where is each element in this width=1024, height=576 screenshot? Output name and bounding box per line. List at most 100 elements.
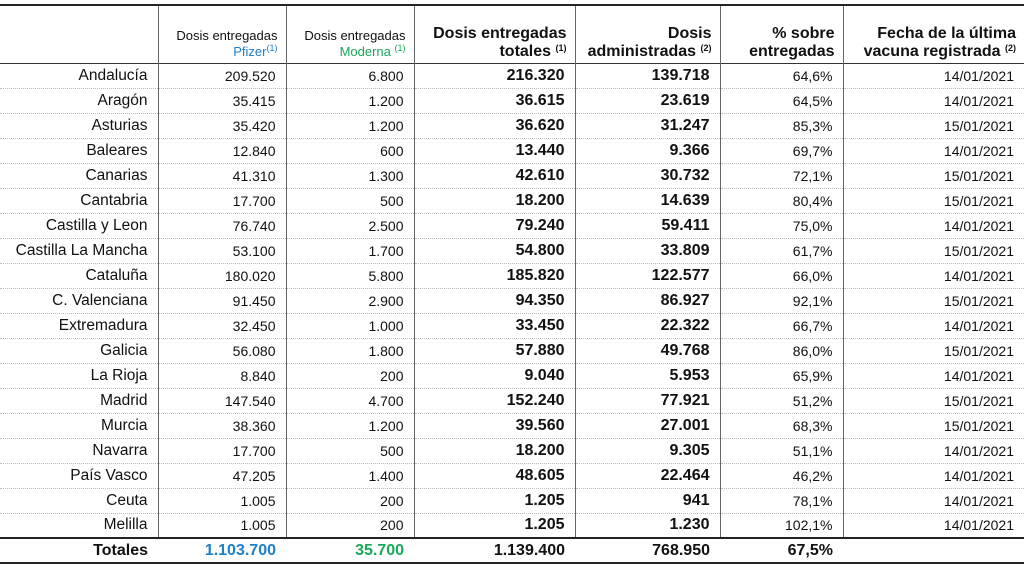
cell-pfizer: 147.540 [157, 388, 286, 414]
cell-moderna: 5.800 [285, 263, 414, 289]
cell-moderna: 1.700 [285, 238, 414, 264]
cell-administradas: 9.305 [574, 438, 720, 464]
table-row: Andalucía 209.520 6.800 216.320 139.718 64,6%… [0, 62, 1024, 89]
cell-moderna: 1.200 [285, 113, 414, 139]
cell-fecha: 14/01/2021 [842, 213, 1024, 239]
cell-porcentaje: 61,7% [719, 238, 843, 264]
cell-moderna: 1.400 [285, 463, 414, 489]
cell-fecha: 14/01/2021 [842, 88, 1024, 114]
table-row: Extremadura 32.450 1.000 33.450 22.322 66,7% 1… [0, 313, 1024, 339]
table-row: Asturias 35.420 1.200 36.620 31.247 85,3% 15/0… [0, 113, 1024, 139]
cell-totales: 94.350 [413, 288, 575, 314]
totals-fecha [843, 537, 1024, 564]
cell-pfizer: 32.450 [157, 313, 286, 339]
table-row: Navarra 17.700 500 18.200 9.305 51,1% 14/01/20… [0, 438, 1024, 464]
header-fecha: Fecha de la última vacuna registrada (2) [842, 4, 1024, 63]
cell-region: Castilla y Leon [0, 213, 158, 239]
cell-porcentaje: 86,0% [719, 338, 843, 364]
totals-moderna: 35.700 [286, 537, 414, 564]
totals-pfizer: 1.103.700 [158, 537, 286, 564]
cell-fecha: 15/01/2021 [842, 188, 1024, 214]
table-row: Aragón 35.415 1.200 36.615 23.619 64,5% 14/01/… [0, 88, 1024, 114]
footnote-2: (2) [1005, 42, 1016, 53]
cell-pfizer: 35.420 [157, 113, 286, 139]
cell-fecha: 14/01/2021 [842, 463, 1024, 489]
cell-region: Andalucía [0, 62, 158, 89]
table-row: Cataluña 180.020 5.800 185.820 122.577 66,0% 1… [0, 263, 1024, 289]
cell-porcentaje: 92,1% [719, 288, 843, 314]
table-row: Castilla La Mancha 53.100 1.700 54.800 33.80… [0, 238, 1024, 264]
cell-region: Galicia [0, 338, 158, 364]
cell-totales: 36.615 [413, 88, 575, 114]
cell-totales: 33.450 [413, 313, 575, 339]
cell-fecha: 14/01/2021 [842, 513, 1024, 538]
cell-moderna: 1.200 [285, 88, 414, 114]
cell-porcentaje: 65,9% [719, 363, 843, 389]
table-row: Galicia 56.080 1.800 57.880 49.768 86,0% 15/01… [0, 338, 1024, 364]
table-row: Canarias 41.310 1.300 42.610 30.732 72,1% 15/0… [0, 163, 1024, 189]
cell-region: Cantabria [0, 188, 158, 214]
cell-administradas: 77.921 [574, 388, 720, 414]
cell-administradas: 122.577 [574, 263, 720, 289]
cell-moderna: 1.200 [285, 413, 414, 439]
cell-region: Aragón [0, 88, 158, 114]
cell-administradas: 139.718 [574, 62, 720, 89]
cell-administradas: 9.366 [574, 138, 720, 164]
cell-administradas: 31.247 [574, 113, 720, 139]
cell-porcentaje: 66,0% [719, 263, 843, 289]
cell-pfizer: 41.310 [157, 163, 286, 189]
table-row: País Vasco 47.205 1.400 48.605 22.464 46,2% 14… [0, 463, 1024, 489]
cell-administradas: 86.927 [574, 288, 720, 314]
cell-totales: 1.205 [413, 488, 575, 514]
cell-region: Extremadura [0, 313, 158, 339]
cell-porcentaje: 102,1% [719, 513, 843, 538]
cell-pfizer: 35.415 [157, 88, 286, 114]
cell-administradas: 22.322 [574, 313, 720, 339]
cell-totales: 152.240 [413, 388, 575, 414]
table-row: Madrid 147.540 4.700 152.240 77.921 51,2% 15/0… [0, 388, 1024, 414]
cell-moderna: 1.800 [285, 338, 414, 364]
cell-pfizer: 17.700 [157, 188, 286, 214]
footnote-1: (1) [266, 42, 278, 53]
cell-porcentaje: 66,7% [719, 313, 843, 339]
table-row: Murcia 38.360 1.200 39.560 27.001 68,3% 15/01/… [0, 413, 1024, 439]
cell-region: C. Valenciana [0, 288, 158, 314]
cell-totales: 185.820 [413, 263, 575, 289]
cell-region: Madrid [0, 388, 158, 414]
cell-moderna: 6.800 [285, 62, 414, 89]
cell-porcentaje: 85,3% [719, 113, 843, 139]
cell-region: Melilla [103, 516, 148, 534]
cell-porcentaje: 46,2% [719, 463, 843, 489]
cell-porcentaje: 78,1% [719, 488, 843, 514]
cell-porcentaje: 51,1% [719, 438, 843, 464]
cell-porcentaje: 72,1% [719, 163, 843, 189]
cell-pfizer: 38.360 [157, 413, 286, 439]
cell-region: La Rioja [0, 363, 158, 389]
cell-porcentaje: 64,6% [719, 62, 843, 89]
cell-totales: 48.605 [413, 463, 575, 489]
cell-pfizer: 180.020 [157, 263, 286, 289]
cell-totales: 79.240 [413, 213, 575, 239]
cell-pfizer: 1.005 [157, 488, 286, 514]
totals-row: Totales 1.103.700 35.700 1.139.400 768.9… [0, 537, 1024, 564]
cell-moderna: 1.300 [285, 163, 414, 189]
footnote-2: (2) [700, 42, 712, 53]
cell-region: Murcia [0, 413, 158, 439]
cell-administradas: 49.768 [574, 338, 720, 364]
cell-moderna: 600 [285, 138, 414, 164]
cell-region: Ceuta [0, 488, 158, 514]
totals-porcentaje: 67,5% [720, 537, 843, 564]
cell-pfizer: 1.005 [157, 513, 286, 538]
cell-administradas: 1.230 [574, 513, 720, 538]
cell-pfizer: 56.080 [157, 338, 286, 364]
cell-fecha: 14/01/2021 [842, 62, 1024, 89]
cell-moderna: 200 [285, 513, 414, 538]
footnote-1: (1) [394, 42, 406, 53]
cell-administradas: 14.639 [574, 188, 720, 214]
cell-porcentaje: 51,2% [719, 388, 843, 414]
cell-totales: 18.200 [413, 188, 575, 214]
table-row: Cantabria 17.700 500 18.200 14.639 80,4% 15/01… [0, 188, 1024, 214]
table-body: Andalucía 209.520 6.800 216.320 139.718 64,6%… [0, 62, 1024, 538]
cell-administradas: 23.619 [574, 88, 720, 114]
cell-fecha: 14/01/2021 [842, 488, 1024, 514]
